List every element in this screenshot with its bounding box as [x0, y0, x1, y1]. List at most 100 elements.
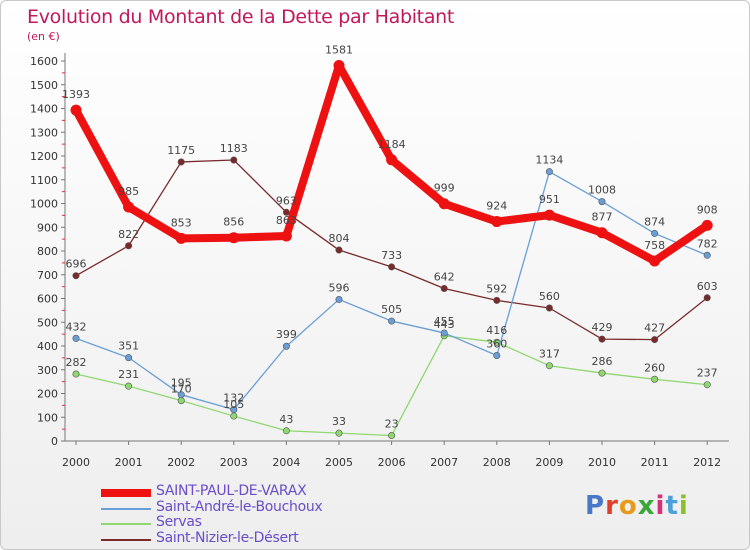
data-label: 856	[223, 216, 244, 229]
data-point	[335, 295, 343, 303]
data-point	[70, 104, 82, 116]
data-point	[596, 227, 608, 239]
data-label: 874	[644, 215, 665, 228]
chart-title: Evolution du Montant de la Dette par Hab…	[27, 6, 455, 28]
data-point	[703, 294, 711, 302]
logo-letter: t	[665, 491, 679, 521]
y-tick-label: 1100	[30, 174, 58, 187]
y-tick-label: 1000	[30, 198, 58, 211]
data-point	[388, 263, 396, 271]
data-label: 603	[697, 280, 718, 293]
data-label: 132	[223, 392, 244, 405]
data-label: 455	[434, 315, 455, 328]
data-label: 1175	[167, 144, 195, 157]
data-label: 999	[434, 182, 455, 195]
data-point	[703, 251, 711, 259]
y-tick-label: 1500	[30, 79, 58, 92]
data-point	[598, 198, 606, 206]
x-tick-label: 2012	[693, 456, 721, 469]
data-label: 782	[697, 237, 718, 250]
data-point	[72, 272, 80, 280]
data-point	[649, 255, 661, 267]
data-point	[545, 168, 553, 176]
logo-letter: P	[585, 491, 606, 521]
data-label: 351	[118, 340, 139, 353]
data-label: 43	[279, 413, 293, 426]
data-point	[545, 362, 553, 370]
data-label: 592	[486, 282, 507, 295]
data-label: 286	[592, 355, 613, 368]
data-point	[651, 375, 659, 383]
legend-swatch	[101, 489, 151, 497]
x-tick-label: 2002	[167, 456, 195, 469]
logo-letter: i	[678, 491, 689, 521]
data-point	[651, 336, 659, 344]
data-point	[333, 60, 345, 72]
data-label: 105	[223, 398, 244, 411]
x-tick-label: 2011	[641, 456, 669, 469]
data-label: 963	[276, 194, 297, 207]
data-label: 416	[486, 324, 507, 337]
x-tick-label: 2001	[115, 456, 143, 469]
data-label: 195	[171, 377, 192, 390]
data-label: 696	[66, 258, 87, 271]
y-tick-label: 600	[37, 293, 58, 306]
data-point	[651, 229, 659, 237]
x-tick-label: 2009	[535, 456, 563, 469]
data-label: 1393	[62, 88, 90, 101]
data-point	[491, 216, 503, 228]
data-point	[386, 154, 398, 166]
data-label: 822	[118, 228, 139, 241]
data-point	[440, 285, 448, 293]
data-point	[282, 342, 290, 350]
data-label: 1134	[535, 154, 563, 167]
data-label: 1008	[588, 184, 616, 197]
data-point	[543, 209, 555, 221]
y-tick-label: 400	[37, 340, 58, 353]
data-label: 758	[644, 239, 665, 252]
y-tick-label: 1300	[30, 126, 58, 139]
data-point	[177, 158, 185, 166]
data-point	[280, 230, 292, 242]
y-tick-label: 100	[37, 411, 58, 424]
y-tick-label: 1400	[30, 103, 58, 116]
data-point	[438, 198, 450, 210]
data-label: 317	[539, 348, 560, 361]
data-label: 399	[276, 328, 297, 341]
data-label: 877	[592, 211, 613, 224]
y-tick-label: 800	[37, 245, 58, 258]
data-point	[388, 432, 396, 440]
legend-swatch	[101, 507, 151, 510]
data-label: 1183	[220, 142, 248, 155]
data-label: 443	[434, 318, 455, 331]
data-label: 23	[385, 418, 399, 431]
data-label: 33	[332, 415, 346, 428]
x-tick-label: 2006	[378, 456, 406, 469]
data-label: 231	[118, 368, 139, 381]
data-label: 237	[697, 367, 718, 380]
data-point	[230, 412, 238, 420]
data-point	[72, 334, 80, 342]
logo-letter: x	[637, 491, 656, 521]
legend-label: Saint-André-le-Bouchoux	[156, 498, 323, 515]
data-point	[125, 242, 133, 250]
y-tick-label: 700	[37, 269, 58, 282]
data-point	[175, 232, 187, 244]
data-label: 1581	[325, 44, 353, 57]
y-tick-label: 300	[37, 364, 58, 377]
data-point	[230, 406, 238, 414]
data-label: 560	[539, 290, 560, 303]
data-label: 360	[486, 338, 507, 351]
data-point	[388, 317, 396, 325]
legend-label: Saint-Nizier-le-Désert	[156, 529, 299, 546]
data-point	[72, 370, 80, 378]
data-label: 863	[276, 214, 297, 227]
data-label: 596	[329, 281, 350, 294]
x-tick-label: 2000	[62, 456, 90, 469]
x-tick-label: 2005	[325, 456, 353, 469]
data-point	[545, 304, 553, 312]
data-point	[125, 382, 133, 390]
data-point	[335, 246, 343, 254]
logo-letter: i	[655, 491, 666, 521]
